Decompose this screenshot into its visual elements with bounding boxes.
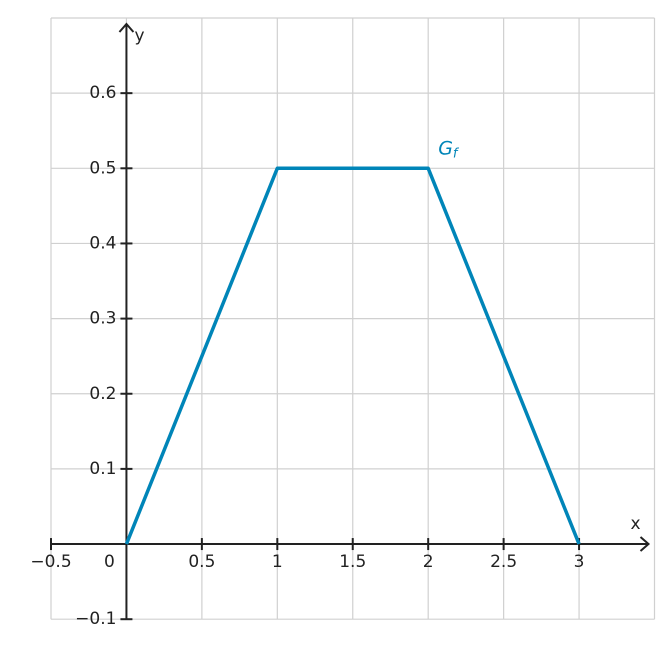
graph-label-subscript: f: [453, 146, 460, 161]
y-tick-label: 0.3: [89, 309, 116, 329]
x-tick-label: 2: [423, 552, 434, 572]
y-tick-label: 0.1: [89, 459, 116, 479]
x-tick-label: 1: [272, 552, 283, 572]
x-tick-label: 0.5: [188, 552, 215, 572]
x-tick-label: −0.5: [30, 552, 71, 572]
x-tick-label: 0: [104, 552, 115, 572]
plot: x y −0.5 0 0.5 1 1.5 2 2.5 3 −0.1 0.1 0.2 0.3 0.4 0.5 0.…: [30, 22, 651, 629]
x-tick-label: 3: [574, 552, 585, 572]
graph-label: Gf: [438, 137, 460, 161]
x-tick-label: 2.5: [490, 552, 517, 572]
grid: [50, 17, 656, 620]
y-tick-label: 0.2: [89, 384, 116, 404]
graph-label-name: G: [438, 137, 453, 159]
y-tick-label: 0.5: [89, 158, 116, 178]
x-tick-label: 1.5: [339, 552, 366, 572]
y-tick-label: −0.1: [75, 609, 116, 629]
x-axis-label: x: [631, 514, 641, 534]
y-tick-label: 0.6: [89, 83, 116, 103]
y-tick-label: 0.4: [89, 233, 116, 253]
x-axis-arrow: [639, 536, 651, 552]
y-axis-arrow: [118, 22, 135, 33]
function-graph: [124, 166, 581, 545]
y-axis-label: y: [134, 26, 144, 46]
